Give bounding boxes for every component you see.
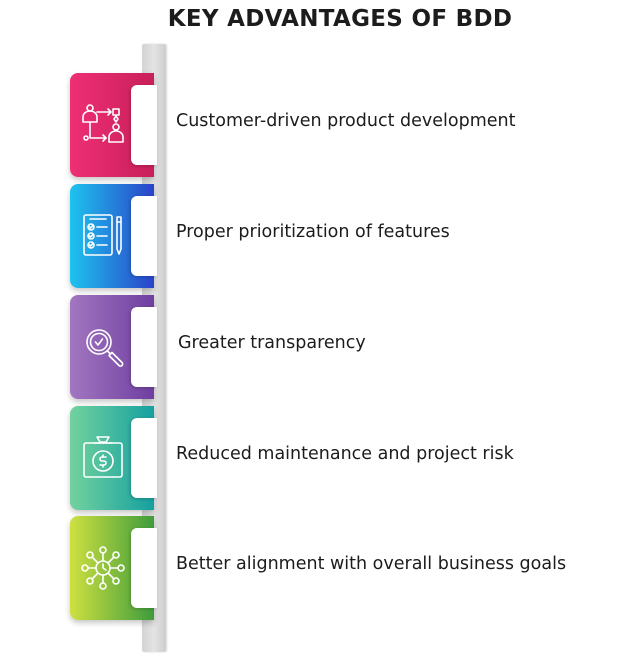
advantage-tab — [131, 196, 157, 276]
advantage-tab — [131, 418, 157, 498]
advantage-item: Customer-driven product development — [0, 73, 634, 177]
magnifier-check-icon — [78, 322, 128, 372]
advantage-label: Greater transparency — [178, 333, 366, 353]
advantage-item: Reduced maintenance and project risk — [0, 406, 634, 510]
advantage-label: Reduced maintenance and project risk — [176, 444, 514, 464]
advantage-label: Proper prioritization of features — [176, 222, 450, 242]
advantage-tab — [131, 528, 157, 608]
workflow-people-icon — [78, 100, 128, 150]
checklist-icon — [78, 211, 128, 261]
money-bag-icon — [78, 433, 128, 483]
advantage-tab — [131, 307, 157, 387]
network-hub-icon — [78, 543, 128, 593]
advantage-label: Customer-driven product development — [176, 111, 516, 131]
advantage-item: Greater transparency — [0, 295, 634, 399]
advantage-tab — [131, 85, 157, 165]
advantage-item: Better alignment with overall business g… — [0, 516, 634, 620]
page-title: KEY ADVANTAGES OF BDD — [167, 6, 513, 32]
advantage-label: Better alignment with overall business g… — [176, 554, 567, 574]
advantage-item: Proper prioritization of features — [0, 184, 634, 288]
